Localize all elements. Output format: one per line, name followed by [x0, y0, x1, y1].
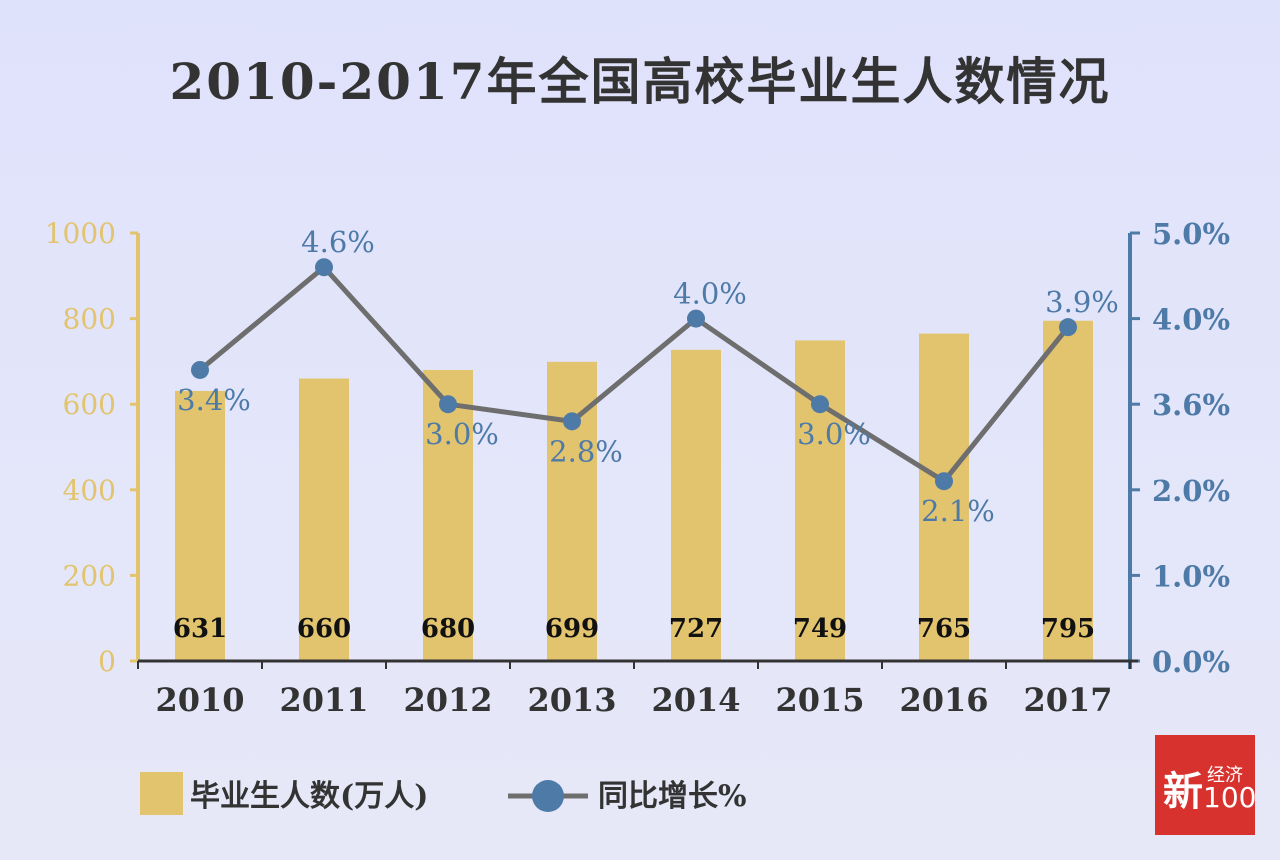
legend-bar-label: 毕业生人数(万人): [190, 779, 428, 814]
x-axis-tick-label: 2015: [775, 681, 864, 719]
left-axis-tick-label: 200: [63, 559, 116, 592]
brand-logo: 新经济 100: [1155, 735, 1256, 835]
growth-marker-2015: [811, 395, 829, 414]
growth-marker-2013: [563, 412, 581, 431]
x-axis-tick-label: 2010: [155, 681, 244, 719]
chart-title: 2010-2017年全国高校毕业生人数情况: [169, 52, 1111, 111]
bar-2013: [547, 361, 597, 661]
bar-value-label: 631: [173, 614, 227, 644]
x-axis-tick-label: 2014: [651, 681, 740, 719]
growth-data-label: 4.6%: [301, 225, 375, 259]
bar-2015: [795, 340, 845, 661]
growth-data-label: 2.8%: [549, 434, 623, 468]
left-axis-tick-label: 0: [98, 645, 116, 678]
x-axis-tick-label: 2011: [279, 681, 368, 719]
bar-2012: [423, 369, 473, 661]
growth-marker-2017: [1059, 318, 1077, 337]
growth-marker-2011: [315, 258, 333, 277]
x-axis-tick-label: 2016: [899, 681, 988, 719]
left-axis-tick-label: 800: [63, 303, 116, 336]
right-axis-tick-label: 3.6%: [1152, 388, 1230, 422]
right-axis-tick-label: 4.0%: [1152, 303, 1230, 337]
bar-2010: [175, 390, 225, 661]
legend-line-label: 同比增长%: [598, 779, 747, 814]
bar-2017: [1043, 320, 1093, 661]
bar-2011: [299, 378, 349, 661]
left-axis-tick-label: 400: [63, 474, 116, 507]
legend-bar-swatch: [140, 772, 183, 815]
bar-value-label: 749: [793, 614, 847, 644]
x-axis-tick-label: 2017: [1023, 681, 1112, 719]
x-axis-tick-label: 2013: [527, 681, 616, 719]
bar-value-label: 660: [297, 614, 351, 644]
left-axis-tick-label: 1000: [45, 217, 116, 250]
right-axis-tick-label: 0.0%: [1152, 645, 1230, 679]
right-axis-tick-label: 1.0%: [1152, 559, 1230, 593]
right-axis-tick-label: 2.0%: [1152, 474, 1230, 508]
right-axis-tick-label: 5.0%: [1152, 217, 1230, 251]
bar-2014: [671, 349, 721, 661]
growth-marker-2014: [687, 309, 705, 328]
growth-data-label: 3.9%: [1045, 285, 1119, 319]
growth-marker-2010: [191, 360, 209, 379]
bar-value-label: 699: [545, 614, 599, 644]
bar-2016: [919, 333, 969, 661]
bar-value-label: 795: [1041, 614, 1095, 644]
bar-value-label: 680: [421, 614, 475, 644]
left-axis-tick-label: 600: [63, 388, 116, 421]
bar-value-label: 765: [917, 614, 971, 644]
growth-marker-2016: [935, 472, 953, 491]
x-axis-tick-label: 2012: [403, 681, 492, 719]
legend-marker-swatch: [532, 780, 564, 812]
growth-data-label: 3.0%: [425, 417, 499, 451]
growth-line: [198, 263, 1070, 485]
growth-data-label: 2.1%: [921, 494, 995, 528]
growth-data-label: 3.4%: [177, 383, 251, 417]
bar-value-label: 727: [669, 614, 723, 644]
growth-marker-2012: [439, 395, 457, 414]
growth-data-label: 4.0%: [673, 277, 747, 311]
growth-data-label: 3.0%: [797, 417, 871, 451]
